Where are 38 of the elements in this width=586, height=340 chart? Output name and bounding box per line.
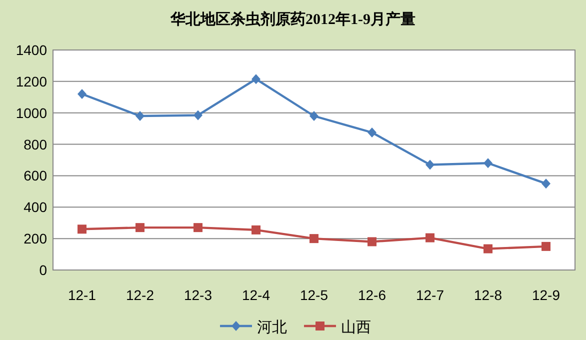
point bbox=[310, 111, 318, 121]
point bbox=[484, 244, 492, 254]
x-tick-label: 12-7 bbox=[416, 287, 444, 303]
point bbox=[78, 89, 86, 99]
point bbox=[542, 242, 550, 251]
y-tick-label: 1000 bbox=[16, 104, 48, 121]
point bbox=[78, 224, 86, 234]
x-tick-label: 12-5 bbox=[300, 287, 328, 303]
point bbox=[368, 237, 376, 246]
y-tick-label: 1200 bbox=[16, 73, 48, 90]
chart-title: 华北地区杀虫剂原药2012年1-9月产量 bbox=[170, 10, 416, 28]
point bbox=[426, 233, 434, 242]
y-tick-label: 1400 bbox=[16, 42, 48, 58]
y-tick-label: 0 bbox=[39, 262, 48, 278]
y-tick-label: 400 bbox=[24, 199, 48, 216]
x-tick-label: 12-9 bbox=[532, 287, 560, 303]
y-tick-label: 800 bbox=[24, 136, 48, 152]
x-tick-label: 12-2 bbox=[126, 287, 154, 303]
point bbox=[136, 111, 144, 121]
legend-label: 河北 bbox=[257, 319, 287, 336]
point bbox=[252, 225, 260, 234]
point bbox=[310, 234, 318, 244]
point bbox=[426, 160, 434, 170]
x-tick-label: 12-8 bbox=[474, 287, 502, 303]
point bbox=[252, 74, 260, 84]
point bbox=[542, 178, 550, 189]
y-tick-label: 600 bbox=[24, 168, 48, 184]
legend-label: 山西 bbox=[341, 319, 371, 336]
x-tick-label: 12-4 bbox=[242, 287, 270, 303]
point bbox=[194, 223, 202, 232]
point bbox=[194, 110, 202, 120]
point bbox=[136, 223, 144, 232]
y-tick-label: 200 bbox=[24, 230, 48, 247]
point bbox=[484, 158, 492, 168]
x-tick-label: 12-1 bbox=[68, 287, 96, 303]
x-tick-label: 12-6 bbox=[358, 287, 386, 303]
point bbox=[368, 128, 376, 138]
x-tick-label: 12-3 bbox=[184, 287, 212, 303]
